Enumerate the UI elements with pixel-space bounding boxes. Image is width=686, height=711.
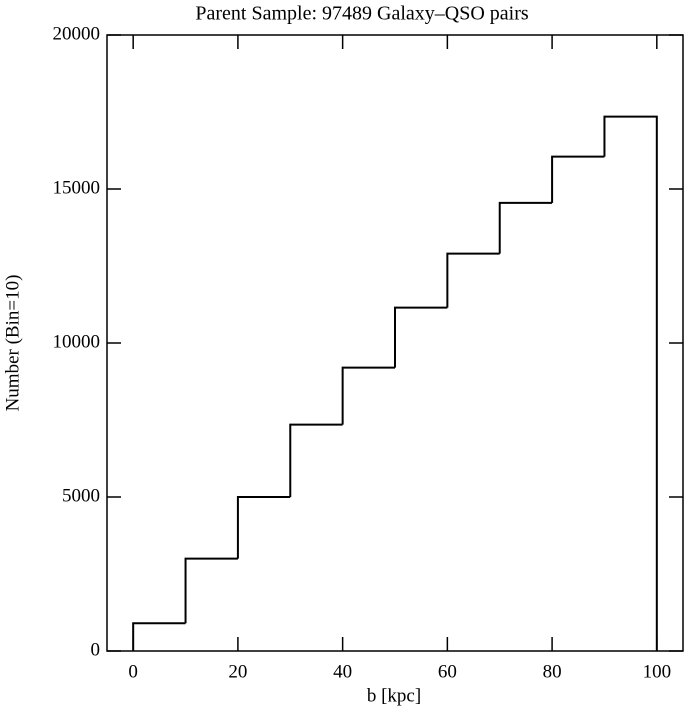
chart-title: Parent Sample: 97489 Galaxy–QSO pairs	[195, 3, 528, 25]
histogram-bar	[289, 423, 343, 497]
x-tick-label: 20	[228, 661, 247, 682]
y-axis-label: Number (Bin=10)	[2, 275, 23, 412]
y-tick-label: 10000	[53, 331, 101, 352]
x-axis-label: b [kpc]	[367, 685, 421, 706]
histogram-bar	[551, 155, 605, 203]
y-tick-label: 5000	[62, 485, 100, 506]
y-tick-label: 0	[91, 639, 101, 660]
histogram-bar	[603, 115, 658, 651]
x-tick-label: 80	[543, 661, 562, 682]
x-tick-label: 60	[438, 661, 457, 682]
histogram-bar	[394, 306, 448, 368]
x-tick-label: 100	[643, 661, 672, 682]
histogram-bar	[184, 557, 238, 624]
histogram-bar	[446, 252, 500, 308]
histogram-bar	[236, 496, 291, 559]
histogram-bar	[341, 366, 395, 425]
x-tick-label: 40	[333, 661, 352, 682]
histogram-bar	[132, 622, 186, 651]
x-tick-label: 0	[128, 661, 138, 682]
y-tick-label: 20000	[53, 23, 101, 44]
histogram-bar	[498, 201, 553, 254]
y-tick-label: 15000	[53, 177, 101, 198]
